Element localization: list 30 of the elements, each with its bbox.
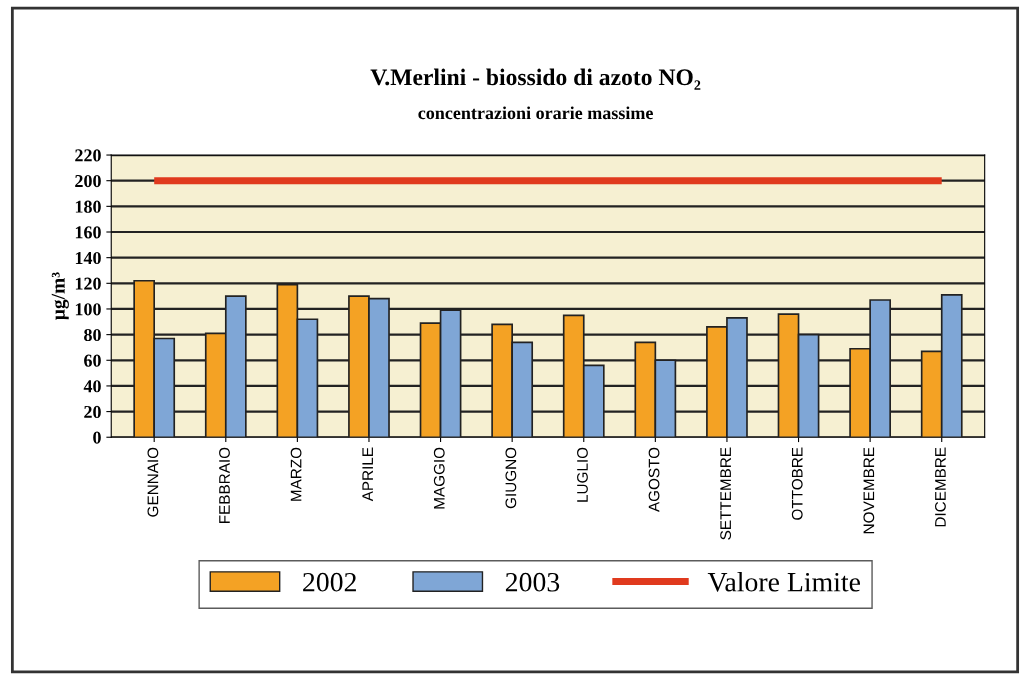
- x-tick-label: MARZO: [290, 447, 302, 501]
- y-tick-label: 40: [83, 380, 101, 393]
- x-tick-label: FEBBRAIO: [219, 447, 230, 523]
- y-tick-label: 140: [75, 251, 101, 265]
- y-tick-label: 80: [84, 328, 101, 342]
- chart-subtitle: concentrazioni orarie massime: [418, 106, 653, 120]
- x-tick-label: SETTEMBRE: [720, 447, 732, 540]
- x-tick-label: APRILE: [362, 447, 373, 502]
- x-tick-label: DICEMBRE: [935, 447, 946, 527]
- legend-label: Valore Limite: [707, 572, 860, 592]
- legend-label: 2002: [303, 572, 356, 592]
- x-tick-label: LUGLIO: [577, 447, 588, 502]
- y-tick-label: 220: [75, 149, 101, 162]
- y-tick-label: 200: [75, 174, 101, 188]
- x-tick-label: MAGGIO: [433, 447, 445, 509]
- y-axis-title: µg/m³: [51, 272, 69, 320]
- x-tick-label: GENNAIO: [147, 447, 159, 517]
- y-tick-label: 0: [93, 431, 101, 444]
- y-tick-label: 180: [75, 200, 101, 213]
- y-tick-label: 20: [84, 405, 101, 419]
- y-tick-label: 100: [75, 303, 101, 316]
- legend-label: 2003: [505, 572, 560, 592]
- chart-title: V.Merlini - biossido di azoto NO₂: [370, 68, 701, 90]
- x-tick-label: OTTOBRE: [791, 447, 803, 520]
- x-tick-label: GIUGNO: [505, 447, 517, 509]
- x-tick-label: NOVEMBRE: [863, 447, 875, 534]
- x-tick-label: AGOSTO: [648, 447, 660, 513]
- y-tick-label: 160: [75, 226, 101, 239]
- y-tick-label: 120: [75, 277, 101, 290]
- y-tick-label: 60: [84, 354, 101, 367]
